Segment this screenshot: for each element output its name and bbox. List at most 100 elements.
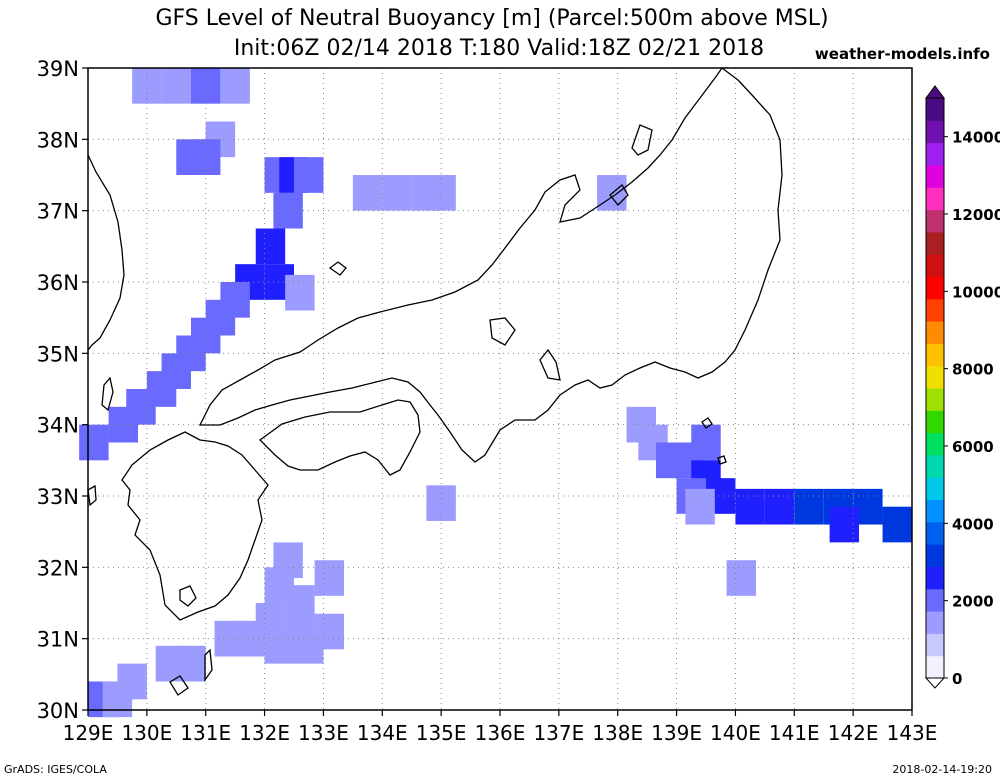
colorbar-label: 2000 [952,593,994,611]
buoyancy-cell [426,175,456,211]
buoyancy-cell [220,68,250,104]
footer-timestamp: 2018-02-14-19:20 [892,763,992,776]
coastline-shikoku [259,399,421,476]
colorbar-segment [926,499,944,523]
colorbar-segment [926,98,944,121]
buoyancy-cell [314,560,345,596]
footer-credit: GrADS: IGES/COLA [4,763,107,776]
colorbar-segment [926,164,944,188]
coastline-hokkaido [631,124,653,156]
colorbar-segment [926,254,944,277]
x-tick-label: 140E [710,721,761,745]
colorbar-segment [926,142,944,166]
colorbar-segment [926,276,944,300]
x-tick-label: 141E [769,721,820,745]
colorbar-segment [926,365,944,389]
site-label: weather-models.info [814,45,990,63]
buoyancy-cell [255,228,286,265]
colorbar-segment [926,544,944,567]
x-tick-label: 131E [180,721,231,745]
colorbar-label: 0 [952,670,962,688]
y-axis-ticks: 30N 31N 32N 33N 34N 35N 36N 37N 38N 39N [37,57,88,723]
coastline-tsushima [101,376,114,412]
colorbar-label: 4000 [952,515,994,533]
colorbar-label: 6000 [952,438,994,456]
colorbar-segment [926,655,944,679]
colorbar-segment [926,432,944,456]
colorbar [924,85,946,689]
colorbar-segment [926,454,944,478]
x-tick-label: 136E [475,721,526,745]
colorbar-min-arrow [924,677,946,689]
buoyancy-cell [764,488,795,525]
buoyancy-cell [285,274,315,311]
y-tick-label: 30N [37,699,79,723]
colorbar-segment [926,588,944,612]
coastline-noto [489,317,516,346]
buoyancy-cell [102,681,133,718]
buoyancy-cell [352,175,383,211]
y-tick-label: 31N [37,628,79,652]
coastline-oki [328,261,347,276]
colorbar-label: 8000 [952,361,994,379]
coastline-izu [539,348,561,381]
buoyancy-cell [794,488,824,525]
colorbar-label: 12000 [952,206,1000,224]
colorbar-segment [926,343,944,367]
coastline-jeju [87,484,97,507]
gridlines [88,68,912,710]
coastlines [87,67,783,696]
buoyancy-cell [735,488,765,525]
colorbar-segment [926,209,944,233]
coastline-honshu [198,67,783,463]
colorbar-segment [926,321,944,344]
y-tick-label: 35N [37,342,79,366]
x-tick-label: 130E [121,721,172,745]
buoyancy-cell [829,506,860,543]
colorbar-segment [926,521,944,545]
colorbar-segment [926,566,944,590]
colorbar-labels: 0 2000 4000 6000 8000 10000 12000 14000 [944,129,1000,688]
x-tick-label: 142E [828,721,879,745]
buoyancy-cell [294,627,324,664]
x-tick-label: 132E [239,721,290,745]
colorbar-label: 14000 [952,129,1000,147]
colorbar-segment [926,633,944,657]
coastline-korea [87,154,125,351]
x-axis-ticks: 129E 130E 131E 132E 133E 134E 135E 136E 137E 138E… [63,710,937,745]
buoyancy-cell [191,139,221,175]
y-tick-label: 37N [37,200,79,224]
buoyancy-cell [176,645,206,682]
coastline-yakushima [179,585,197,607]
y-tick-label: 36N [37,271,79,295]
buoyancy-cell [264,627,294,664]
x-tick-label: 135E [416,721,467,745]
colorbar-segment [926,410,944,434]
buoyancy-cell [685,488,715,525]
coastline-tanegashima [204,648,213,683]
coastline-sado [609,184,629,206]
x-tick-label: 138E [592,721,643,745]
buoyancy-cell [882,506,912,543]
coastline-amami [169,675,189,696]
coastline-kyushu [121,431,269,621]
y-tick-label: 32N [37,556,79,580]
x-tick-label: 137E [533,721,584,745]
colorbar-max-arrow [925,85,945,99]
buoyancy-cell [382,175,412,211]
colorbar-segment [926,388,944,411]
y-tick-label: 38N [37,128,79,152]
colorbar-segment [926,298,944,322]
y-tick-label: 39N [37,57,79,81]
buoyancy-field [79,68,912,718]
x-tick-label: 139E [651,721,702,745]
buoyancy-cell [726,560,757,596]
colorbar-label: 10000 [952,283,1000,301]
map-subtitle: Init:06Z 02/14 2018 T:180 Valid:18Z 02/2… [233,36,765,61]
y-tick-label: 33N [37,485,79,509]
buoyancy-cell [235,620,265,657]
colorbar-segment [926,120,944,144]
coastline-miyake [701,417,713,429]
buoyancy-cell [79,424,109,461]
